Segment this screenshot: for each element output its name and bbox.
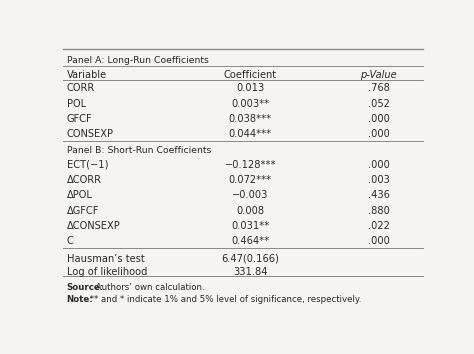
Text: Hausman’s test: Hausman’s test [66,254,145,264]
Text: .022: .022 [368,221,390,231]
Text: .000: .000 [368,114,390,124]
Text: Source:: Source: [66,283,104,292]
Text: CONSEXP: CONSEXP [66,129,114,139]
Text: Note:: Note: [66,295,93,304]
Text: CORR: CORR [66,83,95,93]
Text: −0.003: −0.003 [232,190,268,200]
Text: 0.031**: 0.031** [231,221,269,231]
Text: .436: .436 [368,190,390,200]
Text: 0.464**: 0.464** [231,236,269,246]
Text: C: C [66,236,73,246]
Text: Authors’ own calculation.: Authors’ own calculation. [93,283,205,292]
Text: .000: .000 [368,236,390,246]
Text: Log of likelihood: Log of likelihood [66,267,147,277]
Text: ECT(−1): ECT(−1) [66,160,108,170]
Text: Variable: Variable [66,70,107,80]
Text: p-Value: p-Value [360,70,397,80]
Text: Panel B: Short-Run Coefficients: Panel B: Short-Run Coefficients [66,147,211,155]
Text: 0.008: 0.008 [236,206,264,216]
Text: .052: .052 [368,98,390,109]
Text: 0.013: 0.013 [236,83,264,93]
Text: ΔCORR: ΔCORR [66,175,101,185]
Text: .000: .000 [368,129,390,139]
Text: 331.84: 331.84 [233,267,267,277]
Text: .003: .003 [368,175,390,185]
Text: 6.47(0.166): 6.47(0.166) [221,254,279,264]
Text: ** and * indicate 1% and 5% level of significance, respectively.: ** and * indicate 1% and 5% level of sig… [87,295,361,304]
Text: ΔGFCF: ΔGFCF [66,206,99,216]
Text: POL: POL [66,98,86,109]
Text: .768: .768 [368,83,390,93]
Text: 0.003**: 0.003** [231,98,269,109]
Text: .000: .000 [368,160,390,170]
Text: ΔCONSEXP: ΔCONSEXP [66,221,120,231]
Text: 0.072***: 0.072*** [229,175,272,185]
Text: ΔPOL: ΔPOL [66,190,92,200]
Text: Panel A: Long-Run Coefficients: Panel A: Long-Run Coefficients [66,56,209,65]
Text: .880: .880 [368,206,390,216]
Text: 0.038***: 0.038*** [229,114,272,124]
Text: Coefficient: Coefficient [224,70,277,80]
Text: GFCF: GFCF [66,114,92,124]
Text: −0.128***: −0.128*** [225,160,276,170]
Text: 0.044***: 0.044*** [229,129,272,139]
